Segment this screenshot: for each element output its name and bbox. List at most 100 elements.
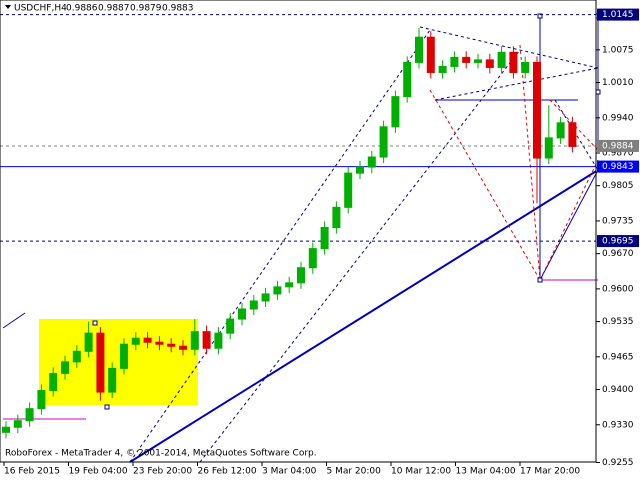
candle-body [155, 341, 164, 345]
y-tick-label: 0.9670 [602, 249, 634, 259]
candle-body [450, 56, 459, 67]
candle-body [521, 61, 530, 73]
y-tick-label: 0.9805 [602, 181, 634, 191]
candle-body [297, 267, 305, 284]
y-tick-label: 1.0075 [602, 45, 634, 55]
dashed-line [199, 49, 521, 463]
level-label: 0.9884 [602, 141, 634, 151]
footer: RoboForex - MetaTrader 4, © 2001-2014, M… [5, 449, 317, 459]
anchor [537, 13, 543, 19]
y-tick-label: 0.9465 [602, 352, 634, 362]
candle-body [344, 172, 353, 208]
x-tick-label: 13 Mar 04:00 [456, 467, 516, 477]
candle-body [273, 286, 282, 295]
plot-frame [0, 0, 597, 463]
candle-body [214, 332, 223, 349]
level-label-bg [597, 8, 639, 21]
line [2, 312, 26, 329]
quote-low: 0.9879 [130, 4, 162, 14]
candle-body [261, 293, 270, 302]
dashed-line [129, 29, 431, 463]
candle-body [25, 408, 34, 422]
candle-body [84, 332, 93, 352]
candle-body [403, 61, 412, 98]
y-tick-label: 0.9735 [602, 216, 634, 226]
level-label: 0.9695 [602, 237, 634, 247]
quote-close: 0.9883 [162, 4, 194, 14]
candle-body [426, 36, 435, 73]
y-tick-label: 0.9535 [602, 317, 634, 327]
line [539, 169, 599, 281]
candle-body [143, 337, 152, 343]
candle-body [556, 122, 565, 139]
candle-body [497, 51, 506, 68]
trend-line [129, 169, 599, 463]
level-label: 0.9843 [602, 162, 634, 172]
y-tick-label: 1.0010 [602, 78, 634, 88]
candle-body [120, 343, 128, 369]
candle-body [474, 59, 482, 63]
candle-body [544, 137, 553, 159]
dashed-line [419, 26, 599, 69]
candle-body [509, 51, 518, 73]
candle-body [391, 96, 400, 128]
anchor [595, 89, 601, 95]
x-tick-label: 26 Feb 12:00 [198, 467, 257, 477]
candle-body [131, 337, 140, 345]
candle-body [13, 420, 22, 428]
x-tick-label: 5 Mar 20:00 [327, 467, 382, 477]
candle-body [320, 226, 329, 250]
candle-body [49, 372, 58, 392]
x-tick-label: 16 Feb 2015 [4, 467, 60, 477]
candle-body [37, 390, 46, 410]
level-label-bg [597, 139, 639, 152]
y-tick-label: 0.9400 [602, 385, 634, 395]
candle-body [356, 166, 364, 174]
x-tick-label: 17 Mar 20:00 [520, 467, 580, 477]
dashed-line [554, 99, 599, 171]
drawings [2, 13, 601, 463]
candle-body [238, 308, 246, 320]
x-tick-label: 19 Feb 04:00 [69, 467, 128, 477]
candle-body [568, 122, 577, 147]
candle-body [96, 332, 105, 393]
candle-body [249, 300, 258, 310]
level-label-bg [597, 160, 639, 173]
dashed-line [429, 89, 541, 281]
candle-body [226, 318, 235, 334]
candle-body [202, 331, 211, 349]
anchor [537, 277, 543, 283]
candle-body [285, 282, 294, 288]
anchor [104, 404, 110, 410]
candle-body [485, 59, 494, 68]
x-tick-label: 23 Feb 20:00 [133, 467, 192, 477]
y-tick-label: 0.9870 [602, 148, 634, 158]
candle-body [308, 248, 317, 269]
x-tick-label: 3 Mar 04:00 [262, 467, 317, 477]
quote-open: 0.9886 [66, 4, 98, 14]
dashed-line [434, 67, 599, 101]
candle-body [72, 350, 81, 363]
candle-body [167, 343, 176, 347]
y-tick-label: 0.9600 [602, 284, 634, 294]
candle-body [61, 361, 69, 374]
level-label-bg [597, 235, 639, 248]
y-tick-label: 0.9255 [602, 458, 634, 468]
candle-body [190, 331, 199, 350]
menu-arrow[interactable] [5, 5, 11, 9]
dashed-line [539, 159, 599, 281]
y-tick-label: 0.9940 [602, 113, 634, 123]
y-tick-label: 0.9330 [602, 420, 634, 430]
x-tick-label: 10 Mar 12:00 [391, 467, 451, 477]
candle-body [438, 65, 447, 73]
candle-body [367, 156, 376, 168]
quote-high: 0.9887 [98, 4, 130, 14]
level-label: 1.0145 [602, 10, 634, 20]
anchor [92, 320, 98, 326]
candle-body [379, 126, 388, 158]
candle-body [179, 345, 187, 350]
candle-body [2, 426, 10, 433]
candle-body [533, 61, 541, 159]
